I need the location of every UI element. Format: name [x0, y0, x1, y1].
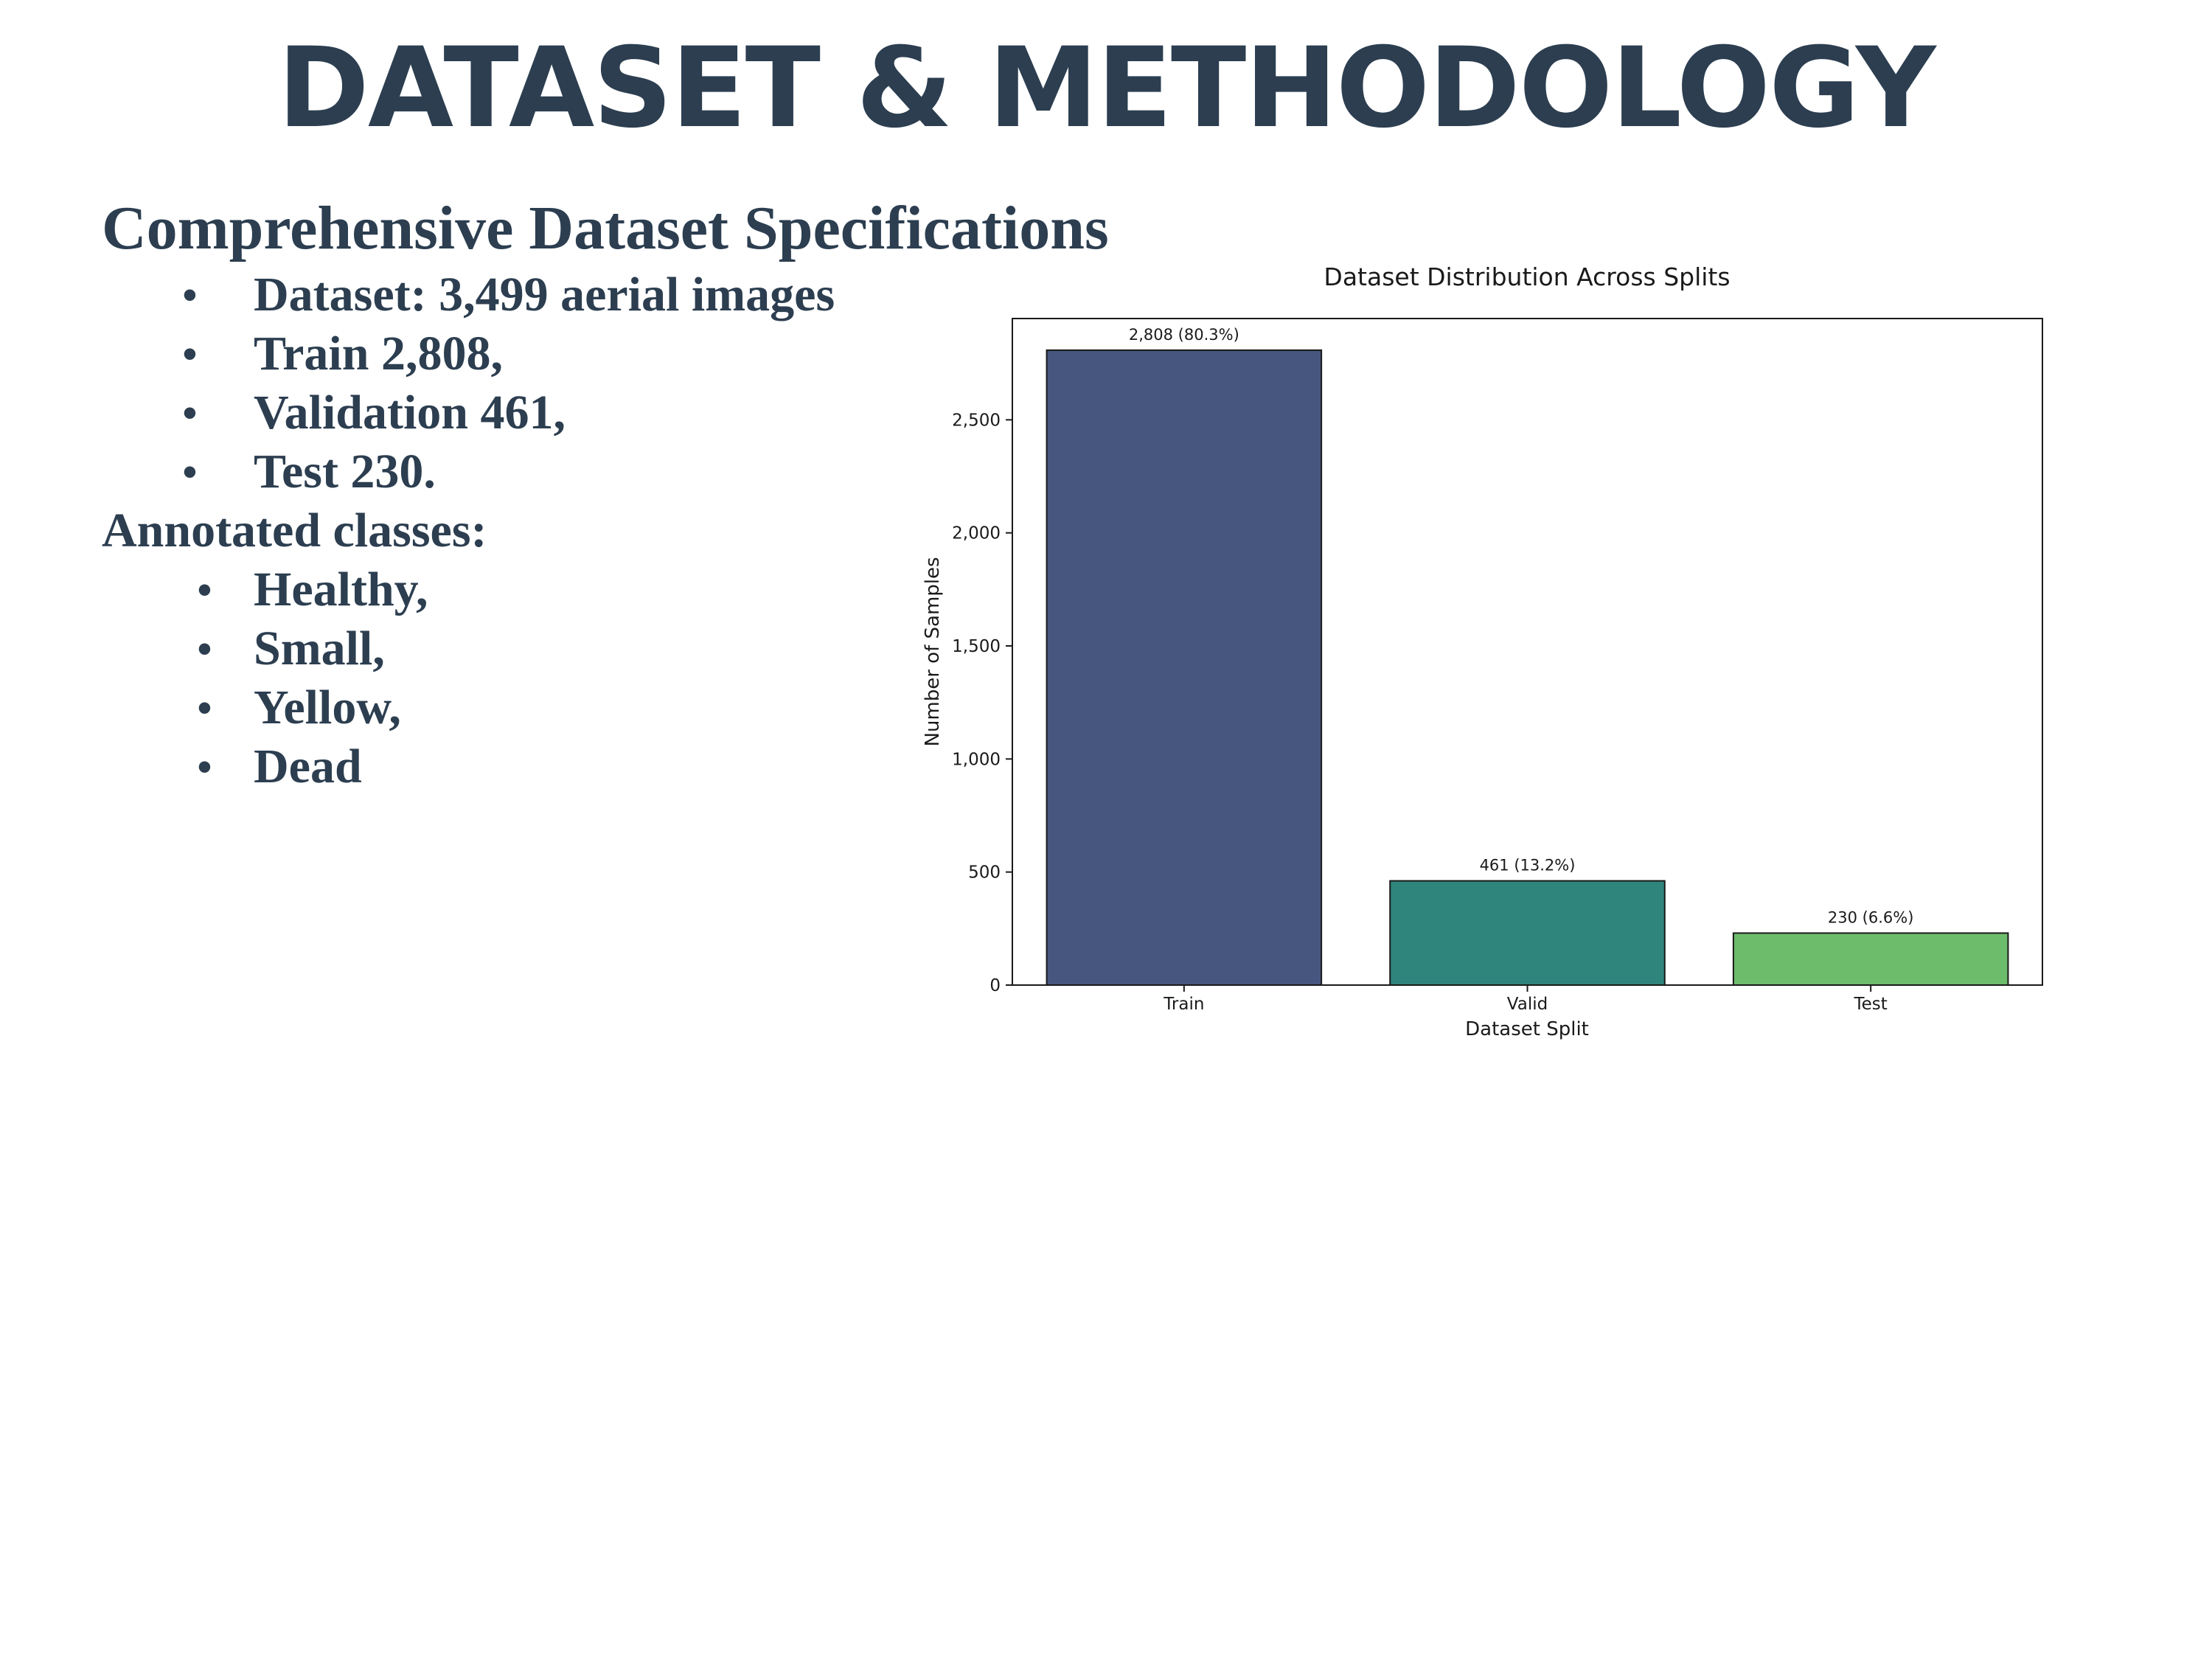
list-item: • Small,	[102, 619, 913, 678]
class-text: Dead	[254, 740, 362, 793]
classes-heading: Annotated classes:	[102, 504, 487, 557]
y-tick-label: 0	[990, 976, 1001, 995]
x-tick-label: Valid	[1507, 995, 1548, 1014]
class-list: • Healthy, • Small, • Yellow, • Dead	[102, 560, 913, 796]
data-label: 461 (13.2%)	[1480, 857, 1576, 874]
list-item: • Validation 461,	[102, 383, 913, 442]
chart-title: Dataset Distribution Across Splits	[1324, 262, 1730, 291]
class-text: Small,	[254, 622, 385, 675]
x-tick-label: Train	[1163, 995, 1204, 1014]
bullet-glyph: •	[183, 391, 197, 435]
y-tick-label: 500	[968, 863, 1001, 883]
list-item: • Dataset: 3,499 aerial images	[102, 265, 913, 324]
list-item: • Test 230.	[102, 442, 913, 501]
class-text: Yellow,	[254, 681, 401, 734]
spec-text: Train 2,808,	[254, 327, 503, 380]
spec-text: Validation 461,	[254, 386, 566, 439]
data-label: 2,808 (80.3%)	[1129, 326, 1239, 344]
plot-frame	[1012, 318, 2043, 986]
bullet-glyph: •	[183, 273, 197, 317]
spec-text: Test 230.	[254, 445, 436, 498]
list-item: • Dead	[102, 737, 913, 796]
bullet-glyph: •	[198, 568, 212, 612]
slide-title: DATASET & METHODOLOGY	[277, 24, 1935, 153]
class-text: Healthy,	[254, 563, 428, 616]
spec-list: • Dataset: 3,499 aerial images • Train 2,8…	[102, 265, 913, 501]
bar-train	[1046, 349, 1323, 986]
list-item: • Healthy,	[102, 560, 913, 619]
list-item: • Train 2,808,	[102, 324, 913, 383]
bar-valid	[1389, 880, 1666, 986]
ticks-layer: Train Valid Test 0 500 1,000 1,500 2,000 2,500	[952, 411, 1888, 1014]
bars-layer: 2,808 (80.3%) 461 (13.2%) 230 (6.6%)	[1046, 326, 2009, 986]
x-axis-label: Dataset Split	[1465, 1018, 1589, 1040]
y-tick-label: 1,500	[952, 637, 1001, 656]
data-label: 230 (6.6%)	[1828, 908, 1914, 926]
bar-test	[1732, 932, 2009, 986]
list-item: • Yellow,	[102, 678, 913, 737]
y-tick-label: 2,000	[952, 524, 1001, 543]
bullet-glyph: •	[198, 745, 212, 789]
y-tick-label: 1,000	[952, 750, 1001, 769]
bullet-glyph: •	[183, 332, 197, 376]
y-axis-label: Number of Samples	[922, 557, 944, 746]
x-tick-label: Test	[1854, 995, 1888, 1014]
y-tick-label: 2,500	[952, 411, 1001, 430]
dataset-distribution-chart: Dataset Distribution Across Splits 2,808…	[922, 262, 2043, 1040]
spec-text: Dataset: 3,499 aerial images	[254, 268, 835, 321]
bullet-glyph: •	[198, 686, 212, 730]
bullet-glyph: •	[198, 627, 212, 671]
bullet-glyph: •	[183, 450, 197, 494]
